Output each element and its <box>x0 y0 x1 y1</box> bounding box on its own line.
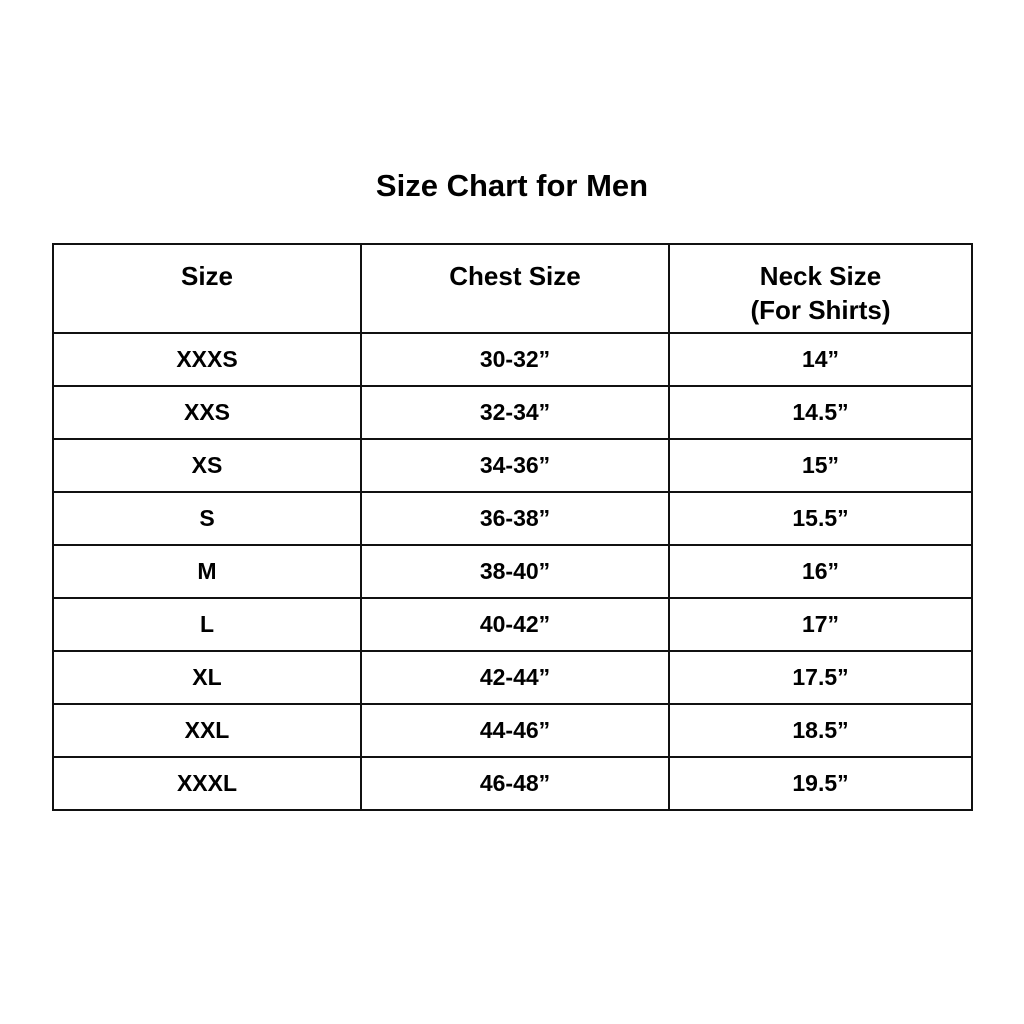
table-row: XXL 44-46” 18.5” <box>52 703 973 758</box>
cell-size: XS <box>52 438 362 493</box>
cell-size: XXXL <box>52 756 362 811</box>
table-row: XXS 32-34” 14.5” <box>52 385 973 440</box>
cell-size: XXXS <box>52 332 362 387</box>
table-row: XL 42-44” 17.5” <box>52 650 973 705</box>
table-row: S 36-38” 15.5” <box>52 491 973 546</box>
cell-size: M <box>52 544 362 599</box>
header-size: Size <box>52 243 362 334</box>
page-title: Size Chart for Men <box>375 168 649 203</box>
header-label: Chest Size <box>449 261 581 291</box>
size-chart-table: Size Chest Size Neck Size (For Shirts) XX… <box>52 243 973 811</box>
cell-chest-size: 40-42” <box>360 597 670 652</box>
cell-neck-size: 17” <box>668 597 973 652</box>
table-row: XS 34-36” 15” <box>52 438 973 493</box>
cell-size: XXL <box>52 703 362 758</box>
cell-size: XL <box>52 650 362 705</box>
cell-size: L <box>52 597 362 652</box>
header-row: Size Chest Size Neck Size (For Shirts) <box>52 243 973 334</box>
cell-size: XXS <box>52 385 362 440</box>
header-label: Neck Size <box>759 261 882 291</box>
cell-neck-size: 17.5” <box>668 650 973 705</box>
cell-neck-size: 16” <box>668 544 973 599</box>
cell-neck-size: 14” <box>668 332 973 387</box>
cell-neck-size: 15.5” <box>668 491 973 546</box>
header-neck-size: Neck Size (For Shirts) <box>668 243 973 334</box>
cell-chest-size: 36-38” <box>360 491 670 546</box>
cell-chest-size: 30-32” <box>360 332 670 387</box>
cell-neck-size: 18.5” <box>668 703 973 758</box>
table-row: M 38-40” 16” <box>52 544 973 599</box>
cell-chest-size: 44-46” <box>360 703 670 758</box>
cell-chest-size: 32-34” <box>360 385 670 440</box>
cell-chest-size: 42-44” <box>360 650 670 705</box>
header-chest-size: Chest Size <box>360 243 670 334</box>
cell-neck-size: 19.5” <box>668 756 973 811</box>
table-row: XXXL 46-48” 19.5” <box>52 756 973 811</box>
cell-chest-size: 46-48” <box>360 756 670 811</box>
cell-chest-size: 34-36” <box>360 438 670 493</box>
cell-neck-size: 15” <box>668 438 973 493</box>
table-row: XXXS 30-32” 14” <box>52 332 973 387</box>
cell-chest-size: 38-40” <box>360 544 670 599</box>
cell-neck-size: 14.5” <box>668 385 973 440</box>
header-sublabel: (For Shirts) <box>750 295 891 325</box>
header-label: Size <box>180 261 234 291</box>
cell-size: S <box>52 491 362 546</box>
table-row: L 40-42” 17” <box>52 597 973 652</box>
